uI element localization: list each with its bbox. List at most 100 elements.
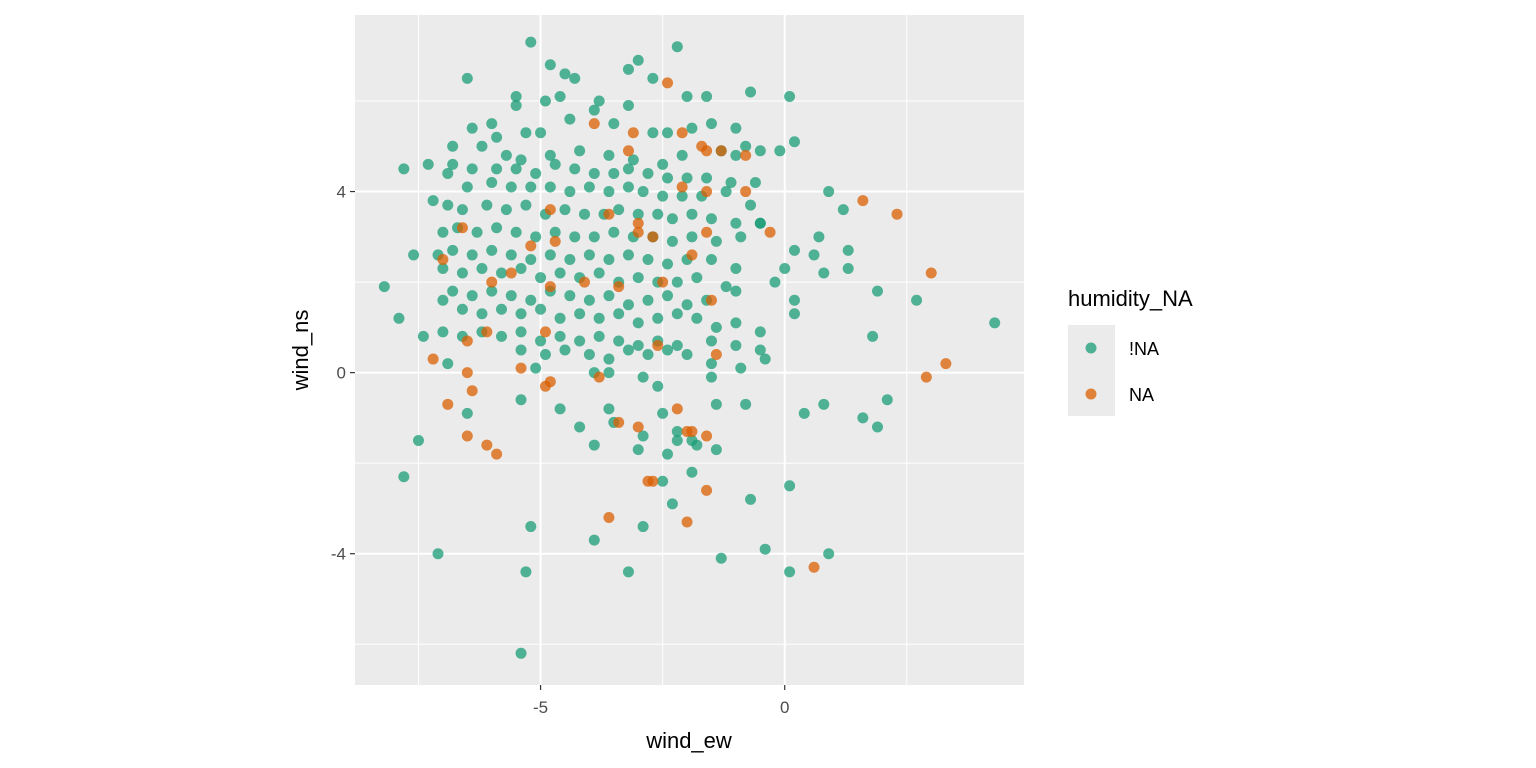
point-notna <box>535 272 547 284</box>
point-notna <box>447 244 459 256</box>
point-notna <box>525 253 537 265</box>
point-na <box>525 240 537 252</box>
point-notna <box>466 290 478 302</box>
point-notna <box>510 226 522 238</box>
point-na <box>622 145 634 157</box>
point-notna <box>622 100 634 112</box>
point-notna <box>710 398 722 410</box>
point-notna <box>505 181 517 193</box>
point-notna <box>666 213 678 225</box>
point-notna <box>544 181 556 193</box>
point-notna <box>491 222 503 234</box>
point-na <box>515 362 527 374</box>
point-notna <box>745 86 757 98</box>
point-notna <box>911 294 923 306</box>
point-na <box>681 516 693 528</box>
point-notna <box>622 63 634 75</box>
point-notna <box>681 349 693 361</box>
y-tick-label: -4 <box>331 545 346 564</box>
point-notna <box>564 186 576 198</box>
point-notna <box>642 294 654 306</box>
point-notna <box>774 145 786 157</box>
point-na <box>740 149 752 161</box>
point-notna <box>544 59 556 71</box>
point-notna <box>432 548 444 560</box>
point-na <box>657 276 669 288</box>
point-notna <box>608 118 620 130</box>
point-na <box>461 430 473 442</box>
point-notna <box>588 167 600 179</box>
point-notna <box>515 326 527 338</box>
point-notna <box>574 335 586 347</box>
point-notna <box>569 163 581 175</box>
point-notna <box>788 294 800 306</box>
point-notna <box>554 90 566 102</box>
point-notna <box>784 480 796 492</box>
point-notna <box>603 367 615 379</box>
point-notna <box>520 127 532 139</box>
point-notna <box>740 398 752 410</box>
point-notna <box>579 208 591 220</box>
point-notna <box>676 149 688 161</box>
point-notna <box>588 439 600 451</box>
legend-title: humidity_NA <box>1068 286 1193 311</box>
point-notna <box>788 136 800 148</box>
point-notna <box>754 326 766 338</box>
y-tick-label: 0 <box>337 364 346 383</box>
point-notna <box>583 349 595 361</box>
point-notna <box>745 199 757 211</box>
point-notna <box>686 208 698 220</box>
point-notna <box>691 312 703 324</box>
point-notna <box>662 290 674 302</box>
point-notna <box>510 90 522 102</box>
point-na <box>701 145 713 157</box>
point-notna <box>466 163 478 175</box>
point-notna <box>637 371 649 383</box>
point-notna <box>637 430 649 442</box>
point-notna <box>754 344 766 356</box>
point-notna <box>813 231 825 243</box>
point-notna <box>422 158 434 170</box>
point-notna <box>510 100 522 112</box>
point-notna <box>554 330 566 342</box>
point-notna <box>769 276 781 288</box>
point-notna <box>505 290 517 302</box>
point-notna <box>686 466 698 478</box>
point-na <box>544 281 556 293</box>
point-notna <box>823 548 835 560</box>
point-notna <box>622 566 634 578</box>
point-notna <box>456 267 468 279</box>
point-notna <box>481 199 493 211</box>
point-notna <box>613 335 625 347</box>
point-notna <box>735 362 747 374</box>
legend-label-na: NA <box>1129 385 1154 405</box>
point-notna <box>666 235 678 247</box>
legend: humidity_NA !NA NA <box>1068 286 1193 416</box>
point-notna <box>515 263 527 275</box>
point-notna <box>515 647 527 659</box>
axis-ticks <box>350 190 786 690</box>
point-notna <box>398 471 410 483</box>
point-na <box>940 358 952 370</box>
point-notna <box>491 131 503 143</box>
point-notna <box>461 72 473 84</box>
point-notna <box>622 163 634 175</box>
point-na <box>701 226 713 238</box>
point-na <box>686 425 698 437</box>
point-notna <box>486 118 498 130</box>
point-na <box>662 77 674 89</box>
point-notna <box>476 308 488 320</box>
point-notna <box>686 231 698 243</box>
point-notna <box>657 475 669 487</box>
point-na <box>740 186 752 198</box>
point-notna <box>408 249 420 261</box>
point-notna <box>627 154 639 166</box>
point-notna <box>730 263 742 275</box>
point-na <box>647 231 659 243</box>
point-notna <box>818 267 830 279</box>
point-notna <box>495 303 507 315</box>
point-notna <box>720 281 732 293</box>
point-na <box>857 195 869 207</box>
x-axis-title: wind_ew <box>645 728 732 753</box>
point-notna <box>784 566 796 578</box>
